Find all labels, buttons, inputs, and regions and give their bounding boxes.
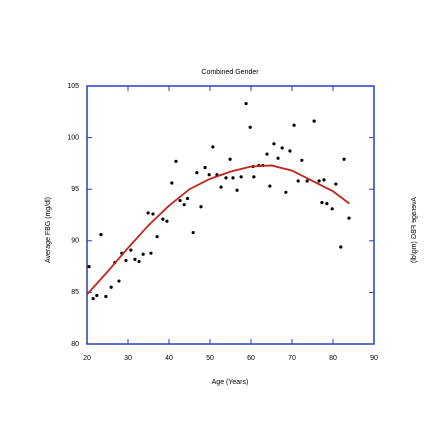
x-tick-label: 80 xyxy=(329,355,337,362)
point xyxy=(347,216,351,220)
y-tick-label: 105 xyxy=(67,83,79,90)
x-tick-label: 50 xyxy=(206,355,214,362)
point xyxy=(174,159,178,163)
y-tick-label: 100 xyxy=(67,134,79,141)
point xyxy=(155,235,159,239)
point xyxy=(317,179,321,183)
point xyxy=(207,173,211,177)
chart-title: Combined Gender xyxy=(201,69,259,76)
point xyxy=(91,296,95,301)
x-tick-label: 70 xyxy=(288,355,296,362)
point xyxy=(104,294,108,299)
point xyxy=(165,219,169,223)
point xyxy=(252,175,256,179)
point xyxy=(211,145,215,149)
point xyxy=(109,285,113,289)
point xyxy=(322,178,326,182)
fit-line xyxy=(86,164,350,296)
point xyxy=(124,258,128,263)
x-tick-label: 40 xyxy=(165,355,173,362)
x-tick-label: 20 xyxy=(83,355,91,362)
point xyxy=(325,202,329,206)
point xyxy=(195,171,199,175)
point xyxy=(339,245,343,249)
point xyxy=(312,119,316,123)
point xyxy=(284,190,288,194)
point xyxy=(129,248,133,252)
point xyxy=(178,198,182,203)
point xyxy=(224,176,228,180)
y-tick-label: 95 xyxy=(71,186,79,193)
point xyxy=(191,230,195,235)
point xyxy=(330,207,334,211)
x-tick-label: 90 xyxy=(370,355,378,362)
point xyxy=(219,185,223,189)
point xyxy=(272,142,276,146)
point xyxy=(320,201,324,205)
x-tick-label: 60 xyxy=(247,355,255,362)
point xyxy=(280,146,284,150)
plot-frame xyxy=(86,85,375,345)
point xyxy=(244,101,248,106)
point xyxy=(268,184,272,188)
point xyxy=(87,265,91,269)
point xyxy=(342,157,346,161)
point xyxy=(141,252,145,256)
point xyxy=(133,257,137,261)
point xyxy=(170,181,174,185)
point xyxy=(99,233,103,237)
x-axis-label: Age (Years) xyxy=(212,379,249,386)
point xyxy=(292,123,296,127)
y-axis-label-mirror: Average FBG (mg/dl) xyxy=(411,197,418,263)
point xyxy=(265,152,269,156)
point xyxy=(334,182,338,186)
point xyxy=(199,205,203,209)
point xyxy=(239,175,243,179)
point xyxy=(137,259,141,264)
point xyxy=(296,179,300,183)
y-axis-label: Average FBG (mg/dl) xyxy=(45,197,52,263)
point xyxy=(185,196,190,201)
point xyxy=(117,279,121,283)
point xyxy=(300,158,304,162)
point xyxy=(161,217,165,221)
point xyxy=(288,149,292,153)
point xyxy=(276,156,280,160)
point xyxy=(231,176,235,180)
point xyxy=(95,293,99,298)
point xyxy=(149,251,153,255)
y-tick-label: 90 xyxy=(71,238,79,245)
point xyxy=(248,125,252,129)
point xyxy=(228,157,232,161)
point xyxy=(235,188,239,192)
point xyxy=(182,203,186,207)
point xyxy=(203,165,207,170)
point xyxy=(146,211,150,215)
point xyxy=(305,179,309,183)
point xyxy=(151,212,155,216)
x-tick-label: 30 xyxy=(124,355,132,362)
y-tick-label: 80 xyxy=(71,341,79,348)
y-tick-label: 85 xyxy=(71,289,79,296)
